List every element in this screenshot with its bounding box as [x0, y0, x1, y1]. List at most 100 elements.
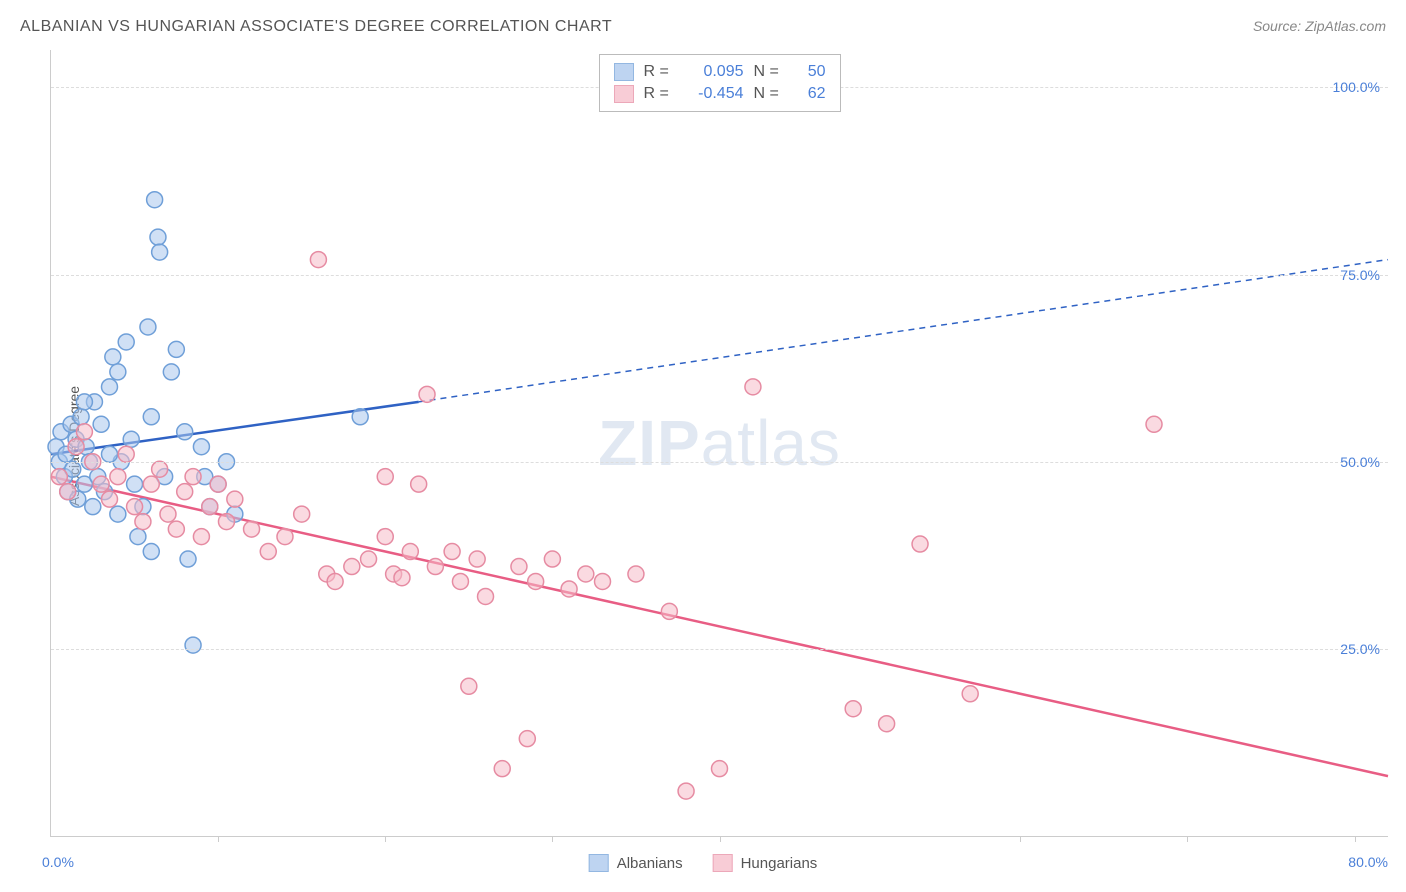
data-point-albanians [352, 409, 368, 425]
data-point-hungarians [912, 536, 928, 552]
data-point-albanians [177, 424, 193, 440]
x-tick [1355, 836, 1356, 842]
data-point-albanians [163, 364, 179, 380]
data-point-hungarians [427, 559, 443, 575]
legend-n-label: N = [754, 63, 786, 81]
x-tick [1187, 836, 1188, 842]
data-point-hungarians [260, 544, 276, 560]
data-point-albanians [150, 229, 166, 245]
data-point-hungarians [310, 252, 326, 268]
data-point-hungarians [277, 529, 293, 545]
y-tick-label: 100.0% [1333, 79, 1380, 95]
trend-line-dashed-albanians [419, 260, 1388, 402]
data-point-hungarians [394, 570, 410, 586]
data-point-hungarians [419, 386, 435, 402]
data-point-hungarians [60, 484, 76, 500]
data-point-hungarians [411, 476, 427, 492]
data-point-hungarians [135, 514, 151, 530]
data-point-hungarians [218, 514, 234, 530]
data-point-hungarians [193, 529, 209, 545]
data-point-hungarians [544, 551, 560, 567]
data-point-albanians [140, 319, 156, 335]
data-point-hungarians [628, 566, 644, 582]
legend-n-value: 62 [796, 85, 826, 103]
data-point-hungarians [327, 573, 343, 589]
legend-item-albanians: Albanians [589, 854, 683, 872]
x-tick [720, 836, 721, 842]
legend-row-hungarians: R =-0.454N =62 [614, 83, 826, 105]
data-point-albanians [76, 394, 92, 410]
data-point-hungarians [168, 521, 184, 537]
legend-n-label: N = [754, 85, 786, 103]
legend-swatch-icon [713, 854, 733, 872]
data-point-hungarians [152, 461, 168, 477]
x-tick [552, 836, 553, 842]
legend-r-label: R = [644, 63, 676, 81]
legend-row-albanians: R =0.095N =50 [614, 61, 826, 83]
scatter-plot-svg [51, 50, 1388, 836]
y-tick-label: 25.0% [1340, 641, 1380, 657]
data-point-hungarians [160, 506, 176, 522]
gridline [51, 275, 1388, 276]
data-point-hungarians [578, 566, 594, 582]
chart-title: ALBANIAN VS HUNGARIAN ASSOCIATE'S DEGREE… [20, 18, 612, 36]
legend-swatch-icon [589, 854, 609, 872]
legend-swatch-icon [614, 85, 634, 103]
data-point-albanians [168, 341, 184, 357]
legend-swatch-icon [614, 63, 634, 81]
data-point-albanians [147, 192, 163, 208]
data-point-hungarians [377, 529, 393, 545]
legend-series-label: Albanians [617, 855, 683, 872]
data-point-albanians [130, 529, 146, 545]
legend-r-label: R = [644, 85, 676, 103]
data-point-hungarians [511, 559, 527, 575]
gridline [51, 462, 1388, 463]
data-point-albanians [118, 334, 134, 350]
legend-item-hungarians: Hungarians [713, 854, 818, 872]
legend-r-value: 0.095 [686, 63, 744, 81]
data-point-hungarians [879, 716, 895, 732]
data-point-hungarians [845, 701, 861, 717]
data-point-hungarians [962, 686, 978, 702]
data-point-hungarians [68, 439, 84, 455]
data-point-hungarians [1146, 416, 1162, 432]
data-point-hungarians [361, 551, 377, 567]
data-point-hungarians [244, 521, 260, 537]
data-point-hungarians [127, 499, 143, 515]
data-point-hungarians [118, 446, 134, 462]
data-point-hungarians [678, 783, 694, 799]
chart-plot-area: ZIPatlas R =0.095N =50R =-0.454N =62 25.… [50, 50, 1388, 837]
data-point-hungarians [595, 573, 611, 589]
x-axis-min-label: 0.0% [42, 854, 74, 870]
data-point-hungarians [377, 469, 393, 485]
data-point-albanians [127, 476, 143, 492]
data-point-hungarians [461, 678, 477, 694]
data-point-albanians [105, 349, 121, 365]
data-point-hungarians [93, 476, 109, 492]
data-point-albanians [152, 244, 168, 260]
x-tick [385, 836, 386, 842]
y-tick-label: 75.0% [1340, 267, 1380, 283]
data-point-hungarians [101, 491, 117, 507]
data-point-hungarians [444, 544, 460, 560]
correlation-legend: R =0.095N =50R =-0.454N =62 [599, 54, 841, 112]
data-point-albanians [101, 446, 117, 462]
data-point-albanians [185, 637, 201, 653]
data-point-hungarians [745, 379, 761, 395]
data-point-hungarians [402, 544, 418, 560]
data-point-hungarians [528, 573, 544, 589]
data-point-hungarians [661, 603, 677, 619]
x-axis-max-label: 80.0% [1348, 854, 1388, 870]
data-point-hungarians [210, 476, 226, 492]
data-point-hungarians [452, 573, 468, 589]
data-point-hungarians [294, 506, 310, 522]
data-point-albanians [180, 551, 196, 567]
data-point-hungarians [712, 761, 728, 777]
series-legend: Albanians Hungarians [589, 854, 818, 872]
data-point-hungarians [185, 469, 201, 485]
y-tick-label: 50.0% [1340, 454, 1380, 470]
data-point-hungarians [494, 761, 510, 777]
data-point-albanians [143, 409, 159, 425]
data-point-hungarians [469, 551, 485, 567]
data-point-hungarians [51, 469, 67, 485]
